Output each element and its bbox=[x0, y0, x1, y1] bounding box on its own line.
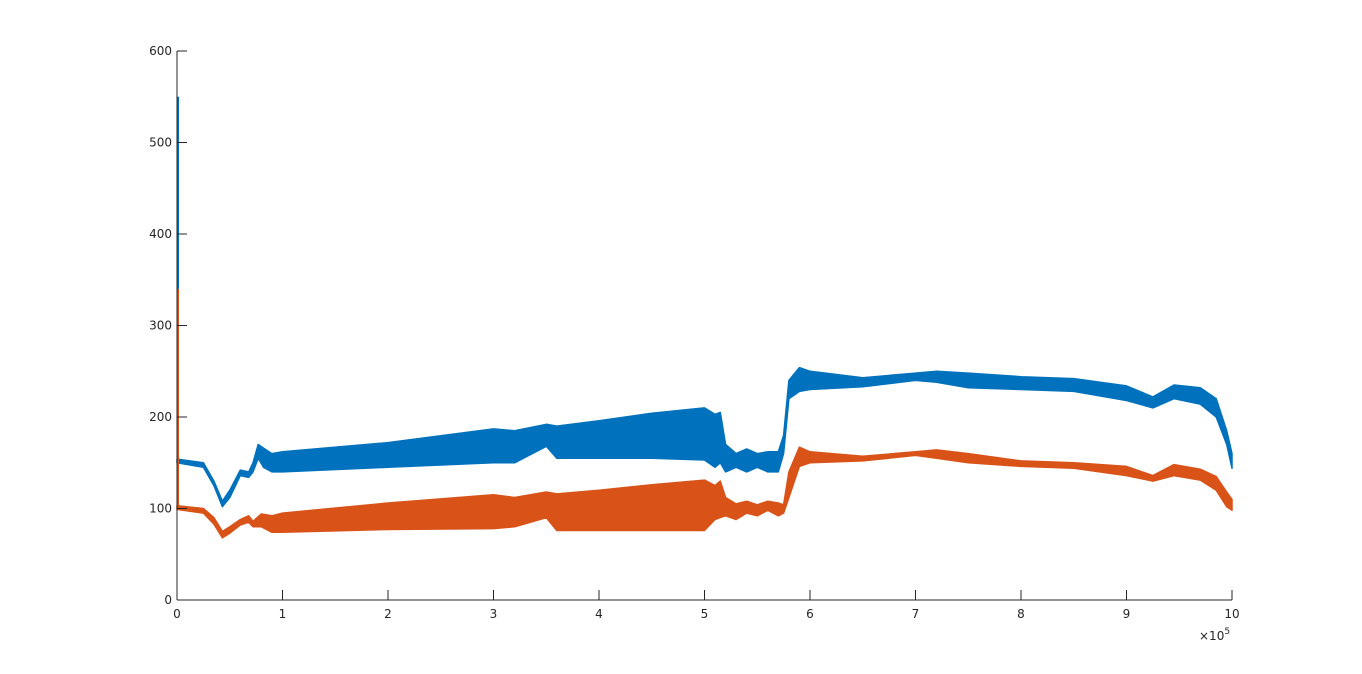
series-1-band bbox=[176, 366, 1233, 508]
x-tick-label: 2 bbox=[384, 607, 392, 621]
y-tick-label: 600 bbox=[149, 44, 172, 58]
labels-layer: 0 100 200 300 400 500 600 0 1 2 3 4 5 6 7 8 9 10 ×105 bbox=[149, 44, 1240, 643]
x-tick-label: 1 bbox=[279, 607, 287, 621]
y-tick-label: 500 bbox=[149, 136, 172, 150]
y-tick-label: 200 bbox=[149, 410, 172, 424]
x-exponent-label: ×105 bbox=[1199, 627, 1230, 643]
y-tick-label: 300 bbox=[149, 319, 172, 333]
x-tick-label: 10 bbox=[1224, 607, 1239, 621]
y-tick-label: 0 bbox=[164, 593, 172, 607]
x-tick-label: 3 bbox=[490, 607, 498, 621]
axes-layer bbox=[176, 50, 1233, 601]
series-layer bbox=[176, 96, 1233, 539]
x-tick-label: 8 bbox=[1017, 607, 1025, 621]
series-2-band bbox=[176, 446, 1233, 539]
x-tick-label: 6 bbox=[806, 607, 814, 621]
x-tick-label: 0 bbox=[173, 607, 181, 621]
x-tick-label: 9 bbox=[1123, 607, 1131, 621]
x-exponent-power: 5 bbox=[1224, 627, 1230, 637]
y-tick-label: 100 bbox=[149, 502, 172, 516]
x-tick-label: 4 bbox=[595, 607, 603, 621]
x-tick-label: 7 bbox=[912, 607, 920, 621]
x-tick-label: 5 bbox=[701, 607, 709, 621]
y-tick-label: 400 bbox=[149, 227, 172, 241]
